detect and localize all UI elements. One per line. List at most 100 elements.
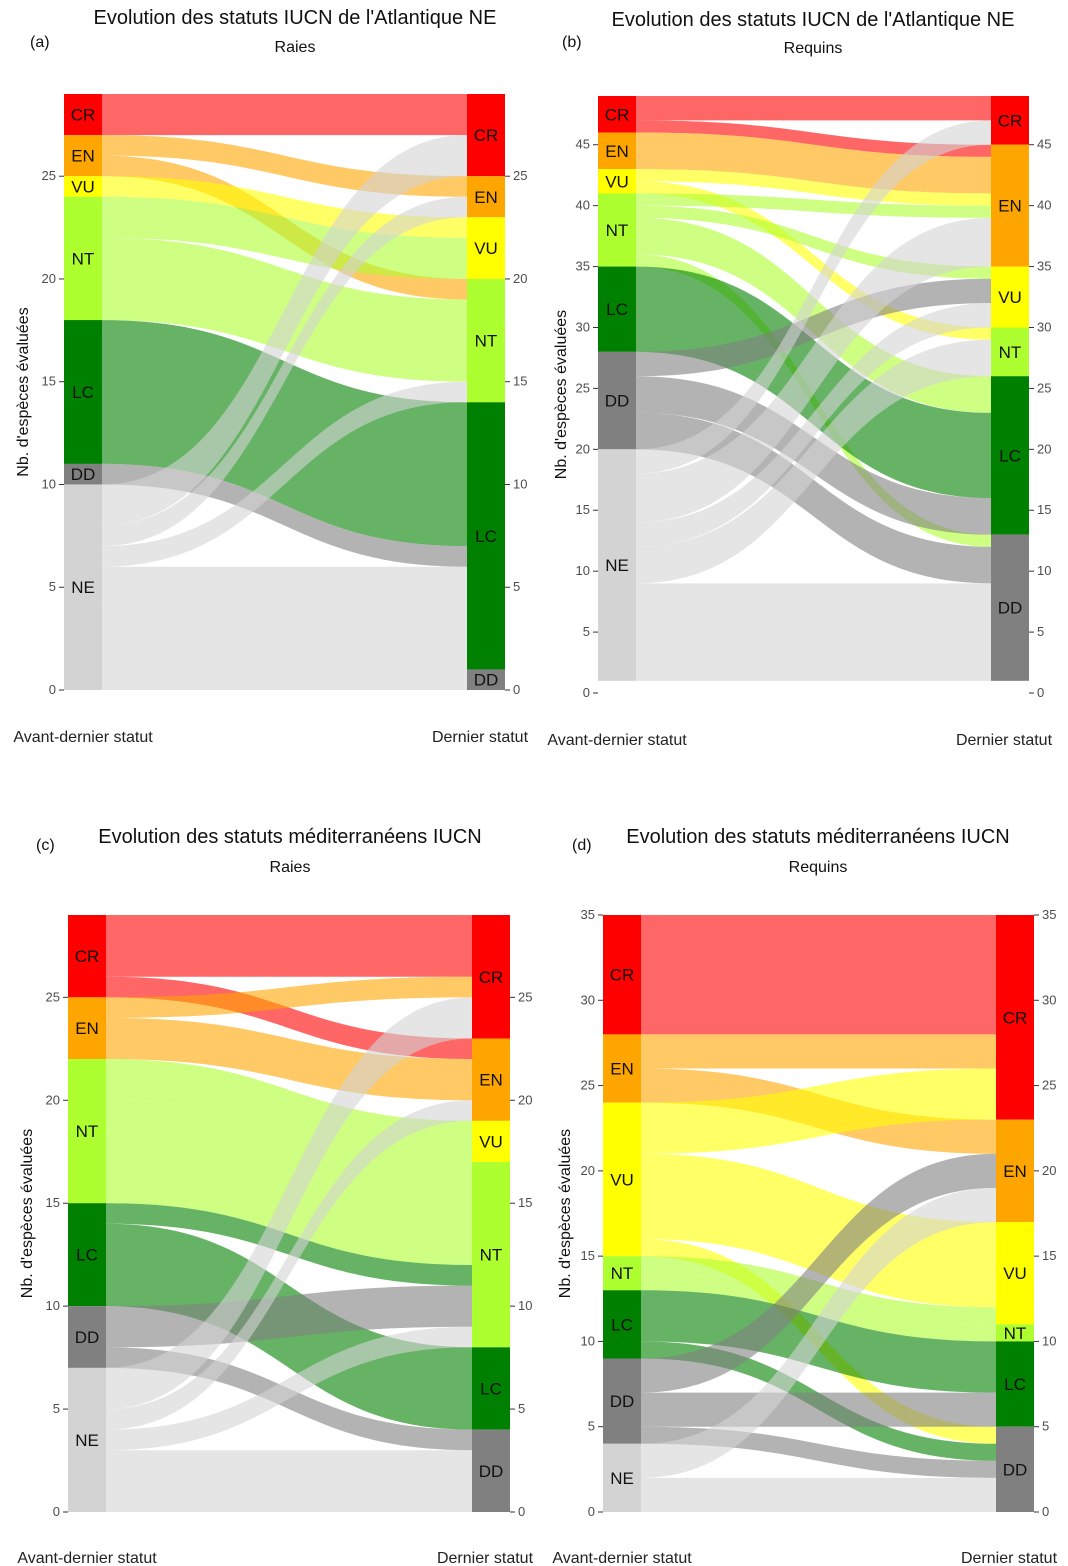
y-tick-label-right: 15: [1037, 502, 1051, 517]
flow-NT-to-VU: [102, 196, 467, 279]
stratum-label-right-NT: NT: [475, 332, 498, 351]
stratum-left-CR: [603, 915, 641, 1035]
y-tick-label-left: 25: [46, 989, 60, 1004]
flow-DD-to-VU: [636, 278, 991, 377]
stratum-left-NE: [68, 1367, 106, 1512]
stratum-label-left-NT: NT: [76, 1122, 99, 1141]
stratum-left-CR: [64, 94, 102, 136]
stratum-label-right-VU: VU: [1003, 1264, 1027, 1283]
y-tick-label-left: 20: [581, 1163, 595, 1178]
y-tick-label-right: 25: [513, 168, 527, 183]
flow-EN-to-EN: [106, 1017, 472, 1101]
flow-VU-to-CR: [641, 1068, 996, 1154]
panel-title: Evolution des statuts méditerranéens IUC…: [98, 826, 482, 848]
y-tick-label-right: 20: [1037, 441, 1051, 456]
stratum-label-left-VU: VU: [605, 172, 629, 191]
panel-subtitle: Requins: [789, 859, 848, 876]
y-axis-title: Nb. d'espèces évaluées: [553, 310, 570, 479]
flow-LC-to-NT: [106, 1203, 472, 1286]
stratum-label-right-EN: EN: [1003, 1162, 1027, 1181]
y-tick-label-right: 45: [1037, 137, 1051, 152]
flow-VU-to-VU: [641, 1153, 996, 1308]
flow-NE-to-CR: [102, 135, 467, 526]
stratum-right-DD: [472, 1429, 510, 1512]
flow-NE-to-DD: [636, 607, 991, 681]
x-label-left: Avant-dernier statut: [552, 1550, 692, 1566]
y-tick-label-left: 45: [576, 137, 590, 152]
y-tick-label-right: 30: [1042, 992, 1056, 1007]
y-tick-label-left: 20: [42, 271, 56, 286]
stratum-label-left-VU: VU: [610, 1170, 634, 1189]
stratum-left-NT: [64, 196, 102, 321]
stratum-left-LC: [68, 1203, 106, 1307]
y-tick-label-left: 5: [588, 1419, 595, 1434]
y-tick-label-right: 10: [1042, 1333, 1056, 1348]
flow-NT-to-NT: [641, 1273, 996, 1342]
stratum-label-right-DD: DD: [479, 1462, 504, 1481]
flow-NE-to-NT: [106, 1326, 472, 1451]
stratum-label-left-EN: EN: [605, 142, 629, 161]
stratum-right-CR: [991, 96, 1029, 145]
y-axis-title: Nb. d'espèces évaluées: [557, 1129, 574, 1298]
stratum-right-EN: [467, 176, 505, 218]
y-axis-title: Nb. d'espèces évaluées: [19, 1129, 36, 1298]
flow-NE-to-EN: [102, 196, 467, 547]
flow-CR-to-CR: [636, 96, 991, 121]
y-tick-label-right: 25: [518, 989, 532, 1004]
stratum-right-DD: [991, 534, 1029, 681]
stratum-right-VU: [996, 1222, 1034, 1325]
panel-letter: (a): [30, 34, 50, 51]
y-tick-label-right: 35: [1037, 259, 1051, 274]
stratum-label-right-EN: EN: [474, 188, 498, 207]
flow-NE-to-CR: [106, 997, 472, 1410]
y-tick-label-left: 30: [576, 319, 590, 334]
stratum-label-right-CR: CR: [474, 126, 499, 145]
x-label-left: Avant-dernier statut: [17, 1550, 157, 1566]
flow-NE-to-DD: [106, 1450, 472, 1492]
flow-DD-to-LC: [641, 1392, 996, 1427]
y-tick-label-left: 25: [576, 380, 590, 395]
stratum-left-DD: [598, 351, 636, 450]
flow-VU-to-VU: [102, 176, 467, 238]
stratum-label-left-DD: DD: [610, 1392, 635, 1411]
panel-title: Evolution des statuts méditerranéens IUC…: [626, 826, 1010, 848]
stratum-right-EN: [991, 144, 1029, 267]
stratum-label-right-VU: VU: [474, 239, 498, 258]
y-tick-label-right: 10: [518, 1298, 532, 1313]
stratum-label-right-DD: DD: [1003, 1460, 1028, 1479]
stratum-left-CR: [68, 915, 106, 998]
flow-LC-to-LC: [102, 320, 467, 547]
x-label-right: Dernier statut: [956, 732, 1053, 749]
stratum-label-left-NE: NE: [75, 1431, 99, 1450]
flow-NT-to-EN: [636, 193, 991, 218]
flow-DD-to-DD: [106, 1347, 472, 1451]
stratum-left-VU: [64, 176, 102, 197]
flow-NE-to-LC: [102, 607, 467, 670]
stratum-right-EN: [996, 1119, 1034, 1223]
x-label-left: Avant-dernier statut: [547, 732, 687, 749]
stratum-right-LC: [996, 1341, 1034, 1427]
x-label-left: Avant-dernier statut: [13, 729, 153, 746]
stratum-left-VU: [598, 169, 636, 194]
y-tick-label-right: 0: [1037, 685, 1044, 700]
stratum-right-EN: [472, 1038, 510, 1121]
y-tick-label-right: 0: [518, 1504, 525, 1519]
stratum-label-right-EN: EN: [998, 197, 1022, 216]
panel-c: CR EN NT LC DD NE CR EN VU NT LC DD 0 0 5 5 10 10 15 15 20 20…: [17, 826, 533, 1566]
stratum-left-NT: [598, 193, 636, 267]
panel-d: CR EN VU NT LC DD NE CR EN VU NT LC DD 0 0 5 5 10 10 15 15 20…: [552, 826, 1057, 1566]
y-tick-label-right: 40: [1037, 198, 1051, 213]
y-axis-title: Nb. d'espèces évaluées: [15, 307, 32, 476]
stratum-label-right-CR: CR: [998, 111, 1023, 130]
stratum-right-LC: [467, 402, 505, 670]
panel-title: Evolution des statuts IUCN de l'Atlantiq…: [94, 7, 497, 29]
stratum-left-EN: [598, 132, 636, 170]
stratum-left-LC: [603, 1290, 641, 1359]
stratum-label-left-NT: NT: [606, 221, 629, 240]
y-tick-label-left: 35: [576, 259, 590, 274]
flow-DD-to-EN: [641, 1153, 996, 1393]
y-tick-label-left: 15: [46, 1195, 60, 1210]
y-tick-label-left: 20: [46, 1092, 60, 1107]
stratum-left-NE: [603, 1443, 641, 1512]
y-tick-label-left: 10: [42, 476, 56, 491]
